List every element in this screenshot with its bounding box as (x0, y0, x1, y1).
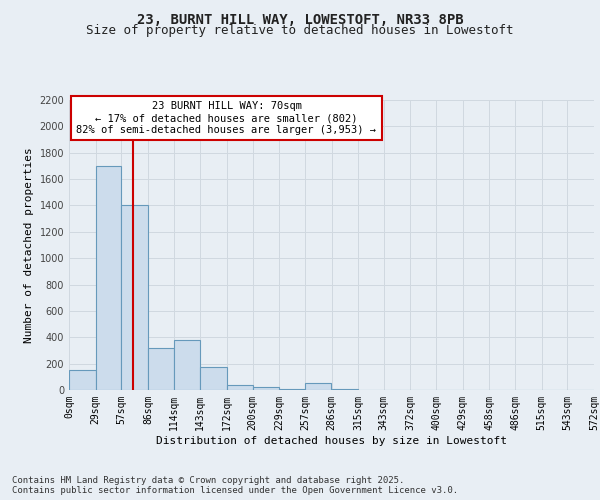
Bar (173, 340, 200, 390)
Bar (148, 348, 173, 390)
Bar (200, 367, 227, 390)
Bar (305, 384, 331, 390)
Bar (121, 206, 148, 390)
Bar (253, 388, 279, 390)
Bar (95, 166, 121, 390)
Text: 23 BURNT HILL WAY: 70sqm
← 17% of detached houses are smaller (802)
82% of semi-: 23 BURNT HILL WAY: 70sqm ← 17% of detach… (77, 102, 377, 134)
X-axis label: Distribution of detached houses by size in Lowestoft: Distribution of detached houses by size … (156, 436, 507, 446)
Text: Contains HM Land Registry data © Crown copyright and database right 2025.
Contai: Contains HM Land Registry data © Crown c… (12, 476, 458, 495)
Text: 23, BURNT HILL WAY, LOWESTOFT, NR33 8PB: 23, BURNT HILL WAY, LOWESTOFT, NR33 8PB (137, 12, 463, 26)
Bar (69, 370, 95, 390)
Y-axis label: Number of detached properties: Number of detached properties (24, 147, 34, 343)
Bar (227, 384, 253, 390)
Text: Size of property relative to detached houses in Lowestoft: Size of property relative to detached ho… (86, 24, 514, 37)
